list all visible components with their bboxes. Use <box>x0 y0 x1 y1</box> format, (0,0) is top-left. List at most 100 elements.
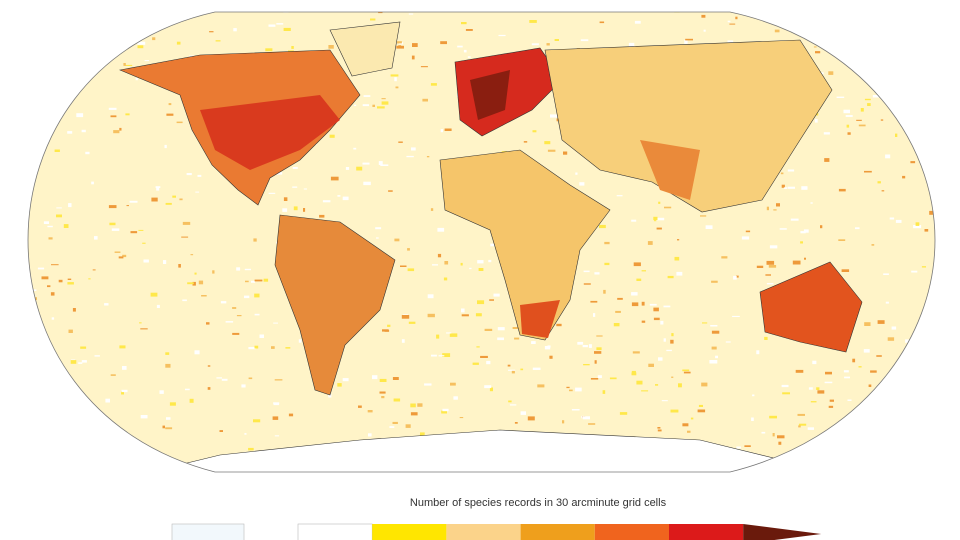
speckle <box>845 115 853 117</box>
speckle <box>891 326 897 330</box>
speckle <box>863 26 867 29</box>
speckle <box>475 313 482 317</box>
speckle <box>427 313 435 318</box>
speckle <box>783 187 788 189</box>
speckle <box>59 413 64 418</box>
legend-swatch <box>446 524 521 540</box>
speckle <box>411 147 416 151</box>
speckle <box>631 302 639 307</box>
antarctica <box>149 429 801 472</box>
speckle <box>201 295 207 297</box>
speckle <box>398 141 403 143</box>
speckle <box>779 228 787 230</box>
speckle <box>91 181 94 185</box>
speckle <box>254 313 260 316</box>
speckle <box>219 430 223 432</box>
speckle <box>394 77 397 82</box>
speckle <box>265 48 273 52</box>
speckle <box>362 104 369 107</box>
speckle <box>766 260 775 265</box>
speckle <box>670 339 674 344</box>
speckle <box>636 278 642 281</box>
speckle <box>110 115 117 118</box>
speckle <box>342 196 349 201</box>
speckle <box>79 435 86 440</box>
speckle <box>254 293 260 298</box>
speckle <box>836 96 845 98</box>
speckle <box>207 365 211 367</box>
speckle <box>905 339 911 343</box>
speckle <box>478 268 484 271</box>
speckle <box>440 129 443 133</box>
speckle <box>80 40 86 44</box>
speckle <box>288 413 294 417</box>
speckle <box>190 254 194 256</box>
speckle <box>38 111 44 116</box>
speckle <box>207 387 211 390</box>
speckle <box>596 335 603 337</box>
speckle <box>711 330 720 334</box>
speckle <box>890 455 897 459</box>
speckle <box>833 38 841 41</box>
speckle <box>904 101 910 103</box>
speckle <box>165 352 170 355</box>
speckle <box>604 241 610 245</box>
speckle <box>22 141 27 142</box>
speckle <box>773 209 777 211</box>
speckle <box>523 141 528 143</box>
speckle <box>823 132 830 135</box>
speckle <box>674 256 680 261</box>
speckle <box>892 453 896 455</box>
speckle <box>603 289 606 294</box>
speckle <box>424 383 432 386</box>
speckle <box>164 144 167 149</box>
speckle <box>686 6 690 9</box>
speckle <box>649 303 657 306</box>
speckle <box>588 423 596 425</box>
speckle <box>487 6 493 7</box>
speckle <box>869 436 874 439</box>
speckle <box>81 360 87 363</box>
speckle <box>353 147 357 150</box>
speckle <box>165 202 172 205</box>
speckle <box>285 347 291 349</box>
speckle <box>885 301 889 304</box>
speckle <box>176 41 181 45</box>
speckle <box>388 190 393 192</box>
speckle <box>194 272 197 275</box>
speckle <box>653 216 658 220</box>
speckle <box>648 363 654 367</box>
speckle <box>405 424 411 428</box>
speckle <box>880 119 884 121</box>
speckle <box>160 14 166 17</box>
speckle <box>194 350 200 355</box>
speckle <box>909 465 913 469</box>
speckle <box>843 109 850 114</box>
speckle <box>781 184 785 188</box>
speckle <box>849 449 855 453</box>
speckle <box>575 387 582 392</box>
speckle <box>544 141 551 145</box>
speckle <box>604 262 610 266</box>
speckle <box>303 208 306 212</box>
speckle <box>192 281 196 286</box>
speckle <box>571 409 580 411</box>
speckle <box>144 60 149 62</box>
speckle <box>782 392 790 395</box>
speckle <box>68 203 72 208</box>
speckle <box>438 355 445 357</box>
speckle <box>152 37 156 41</box>
speckle <box>372 375 378 380</box>
speckle <box>292 186 298 188</box>
speckle <box>615 310 621 313</box>
speckle <box>143 259 149 263</box>
speckle <box>790 218 799 221</box>
speckle <box>859 406 866 409</box>
speckle <box>885 32 889 35</box>
speckle <box>376 237 379 239</box>
speckle <box>377 106 385 109</box>
speckle <box>860 108 864 112</box>
speckle <box>480 355 488 358</box>
speckle <box>709 360 718 364</box>
speckle <box>195 191 200 193</box>
